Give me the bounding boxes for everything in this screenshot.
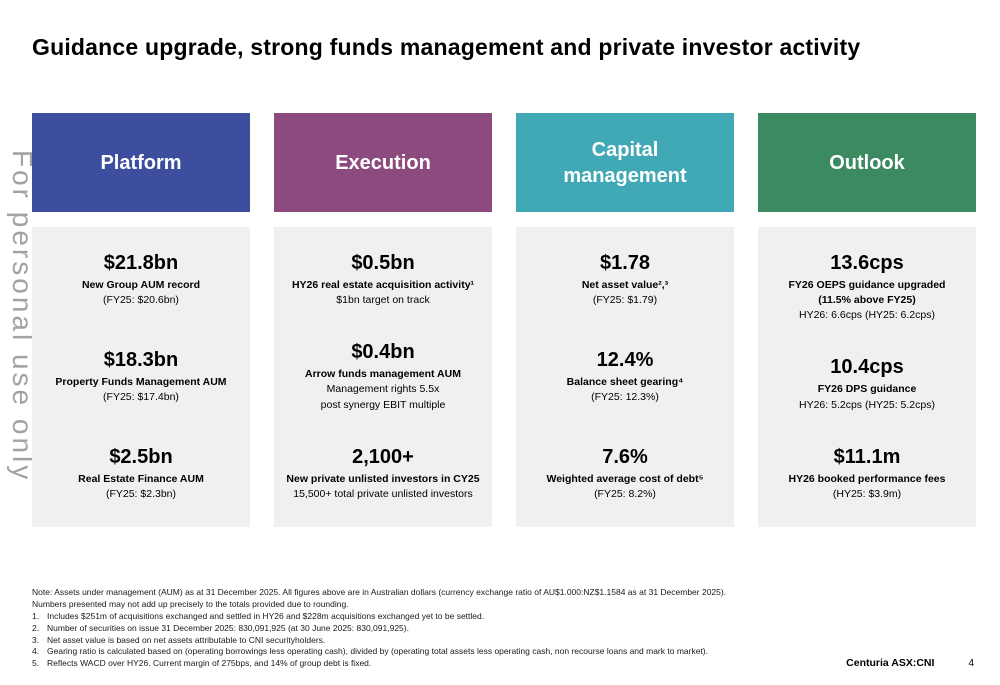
column-header-platform: Platform xyxy=(32,113,250,212)
stat-label: FY26 OEPS guidance upgraded xyxy=(788,279,946,291)
stat-item: $18.3bn Property Funds Management AUM (F… xyxy=(38,349,244,405)
column-header-label: Platform xyxy=(100,151,182,174)
footnote-item: 5. Reflects WACD over HY26. Current marg… xyxy=(32,658,967,670)
stat-sub: (FY25: 12.3%) xyxy=(591,391,659,403)
stat-label: FY26 DPS guidance xyxy=(817,383,917,396)
column-header-label: Outlook xyxy=(829,151,905,174)
stat-item: $0.5bn HY26 real estate acquisition acti… xyxy=(280,252,486,308)
stat-item: 10.4cps FY26 DPS guidance HY26: 5.2cps (… xyxy=(764,356,970,412)
stat-value: $11.1m xyxy=(833,445,901,468)
footnote-number: 5. xyxy=(32,658,40,669)
stat-label: (11.5% above FY25) xyxy=(818,294,916,307)
stat-sub: HY26: 6.6cps (HY25: 6.2cps) xyxy=(799,309,935,322)
footnote-text: Net asset value is based on net assets a… xyxy=(47,634,326,645)
stat-item: $11.1m HY26 booked performance fees (HY2… xyxy=(764,446,970,502)
stat-sub: (FY25: $2.3bn) xyxy=(105,487,177,500)
stat-value: 10.4cps xyxy=(830,356,904,379)
stat-item: $0.4bn Arrow funds management AUM Manage… xyxy=(280,341,486,413)
page-title: Guidance upgrade, strong funds managemen… xyxy=(32,34,861,60)
column-capital-management: Capital management $1.78 Net asset value… xyxy=(516,113,734,527)
stat-value: $18.3bn xyxy=(103,348,179,371)
stat-sub: (FY25: $20.6bn) xyxy=(103,294,179,307)
stat-label: Real Estate Finance AUM xyxy=(78,472,204,485)
stat-sub: HY26: 5.2cps (HY25: 5.2cps) xyxy=(799,398,935,411)
stat-value: 13.6cps xyxy=(830,252,904,274)
stat-sub: (FY25: $17.4bn) xyxy=(103,391,179,403)
stat-item: 13.6cps FY26 OEPS guidance upgraded (11.… xyxy=(764,252,970,324)
stat-value: $1.78 xyxy=(599,252,651,274)
footnote-number: 1. xyxy=(32,610,40,621)
column-header-label: Capital management xyxy=(563,138,687,187)
stat-sub: (FY25: $1.79) xyxy=(592,294,658,307)
column-header-label: Execution xyxy=(335,151,431,174)
stat-label: Property Funds Management AUM xyxy=(55,375,227,388)
stat-value: $0.5bn xyxy=(351,252,415,274)
stat-value: 7.6% xyxy=(602,445,648,468)
brand-label: Centuria ASX:CNI xyxy=(846,657,935,669)
column-header-execution: Execution xyxy=(274,113,492,212)
stat-sub: $1bn target on track xyxy=(336,294,430,307)
stat-item: 2,100+ New private unlisted investors in… xyxy=(280,446,486,502)
column-body-outlook: 13.6cps FY26 OEPS guidance upgraded (11.… xyxy=(758,227,976,527)
footnote-item: 3. Net asset value is based on net asset… xyxy=(32,635,967,647)
column-platform: Platform $21.8bn New Group AUM record (F… xyxy=(32,113,250,527)
footnote-text: Reflects WACD over HY26. Current margin … xyxy=(47,658,372,669)
stat-value: 12.4% xyxy=(596,348,654,371)
footnote-text: Number of securities on issue 31 Decembe… xyxy=(47,622,409,633)
stat-item: 12.4% Balance sheet gearing⁴ (FY25: 12.3… xyxy=(522,349,728,405)
stat-value: $0.4bn xyxy=(351,341,415,364)
stat-label: Net asset value²,³ xyxy=(581,279,669,291)
column-header-outlook: Outlook xyxy=(758,113,976,212)
stat-label: HY26 booked performance fees xyxy=(788,472,946,485)
column-header-capital-management: Capital management xyxy=(516,113,734,212)
stat-item: 7.6% Weighted average cost of debt⁵ (FY2… xyxy=(522,446,728,502)
slide-footer: Centuria ASX:CNI 4 xyxy=(846,657,974,669)
note-line: Note: Assets under management (AUM) as a… xyxy=(32,587,727,597)
stat-label: New private unlisted investors in CY25 xyxy=(286,472,480,485)
footnote-number: 4. xyxy=(32,646,40,657)
column-body-platform: $21.8bn New Group AUM record (FY25: $20.… xyxy=(32,227,250,527)
note-line: Numbers presented may not add up precise… xyxy=(32,598,349,609)
stat-label: Arrow funds management AUM xyxy=(305,368,461,381)
summary-columns: Platform $21.8bn New Group AUM record (F… xyxy=(32,113,976,527)
stat-label: Weighted average cost of debt⁵ xyxy=(546,472,704,485)
footnotes: Note: Assets under management (AUM) as a… xyxy=(32,587,967,670)
column-execution: Execution $0.5bn HY26 real estate acquis… xyxy=(274,113,492,527)
column-body-execution: $0.5bn HY26 real estate acquisition acti… xyxy=(274,227,492,527)
stat-sub: 15,500+ total private unlisted investors xyxy=(293,487,473,500)
page-number: 4 xyxy=(968,658,974,669)
stat-item: $21.8bn New Group AUM record (FY25: $20.… xyxy=(38,252,244,308)
footnote-item: 1. Includes $251m of acquisitions exchan… xyxy=(32,611,967,623)
stat-label: HY26 real estate acquisition activity¹ xyxy=(291,279,475,291)
footnote-item: 2. Number of securities on issue 31 Dece… xyxy=(32,623,967,635)
stat-label: Balance sheet gearing⁴ xyxy=(566,375,684,388)
stat-sub: post synergy EBIT multiple xyxy=(320,398,446,411)
stat-value: $2.5bn xyxy=(109,445,173,468)
stat-item: $1.78 Net asset value²,³ (FY25: $1.79) xyxy=(522,252,728,308)
stat-value: $21.8bn xyxy=(103,252,179,274)
stat-value: 2,100+ xyxy=(352,445,414,468)
stat-sub: (FY25: 8.2%) xyxy=(594,487,656,500)
stat-sub: (HY25: $3.9m) xyxy=(832,487,902,500)
footnote-item: 4. Gearing ratio is calculated based on … xyxy=(32,646,967,658)
footnote-number: 2. xyxy=(32,622,40,633)
footnote-number: 3. xyxy=(32,634,40,645)
column-body-capital-management: $1.78 Net asset value²,³ (FY25: $1.79) 1… xyxy=(516,227,734,527)
footnote-text: Gearing ratio is calculated based on (op… xyxy=(47,646,708,657)
stat-label: New Group AUM record xyxy=(81,279,201,291)
stat-sub: Management rights 5.5x xyxy=(326,383,440,396)
footnote-text: Includes $251m of acquisitions exchanged… xyxy=(47,610,485,621)
stat-item: $2.5bn Real Estate Finance AUM (FY25: $2… xyxy=(38,446,244,502)
column-outlook: Outlook 13.6cps FY26 OEPS guidance upgra… xyxy=(758,113,976,527)
